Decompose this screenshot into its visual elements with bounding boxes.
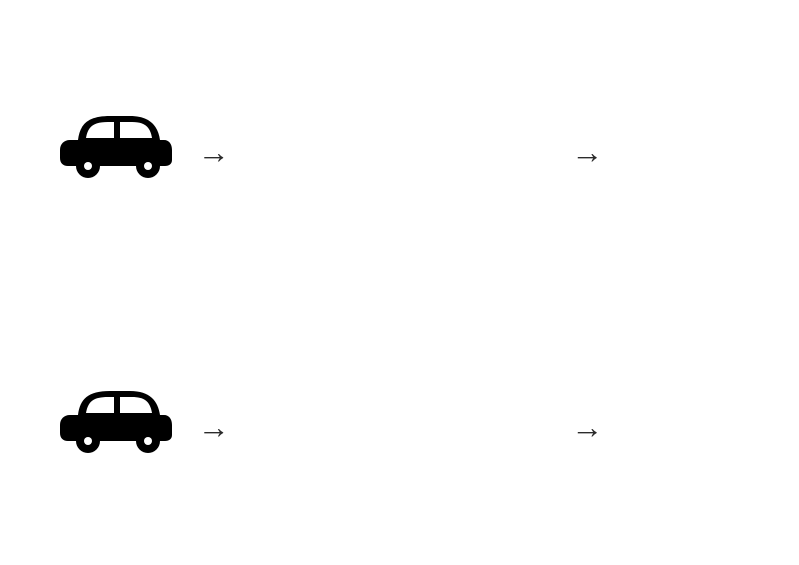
dl-row: → → <box>0 360 799 494</box>
tree-edges <box>256 80 546 210</box>
neural-network <box>256 360 546 480</box>
car-icon <box>60 110 172 180</box>
ml-row: → → <box>0 80 799 224</box>
ml-tree-col <box>256 80 546 224</box>
decision-tree <box>256 80 546 210</box>
output-car-badge <box>673 138 705 148</box>
ml-output-col <box>629 99 749 205</box>
arrow-icon: → <box>198 411 230 443</box>
dl-output-col <box>629 374 749 480</box>
ml-output-box <box>629 99 749 191</box>
dl-input-col <box>60 385 172 469</box>
arrow-icon: → <box>571 411 603 443</box>
ml-input-col <box>60 110 172 194</box>
dl-nn-col <box>256 360 546 494</box>
car-icon <box>60 385 172 455</box>
nn-canvas <box>256 360 546 480</box>
arrow-icon: → <box>571 136 603 168</box>
output-car-badge <box>673 413 705 423</box>
dl-output-box <box>629 374 749 466</box>
arrow-icon: → <box>198 136 230 168</box>
